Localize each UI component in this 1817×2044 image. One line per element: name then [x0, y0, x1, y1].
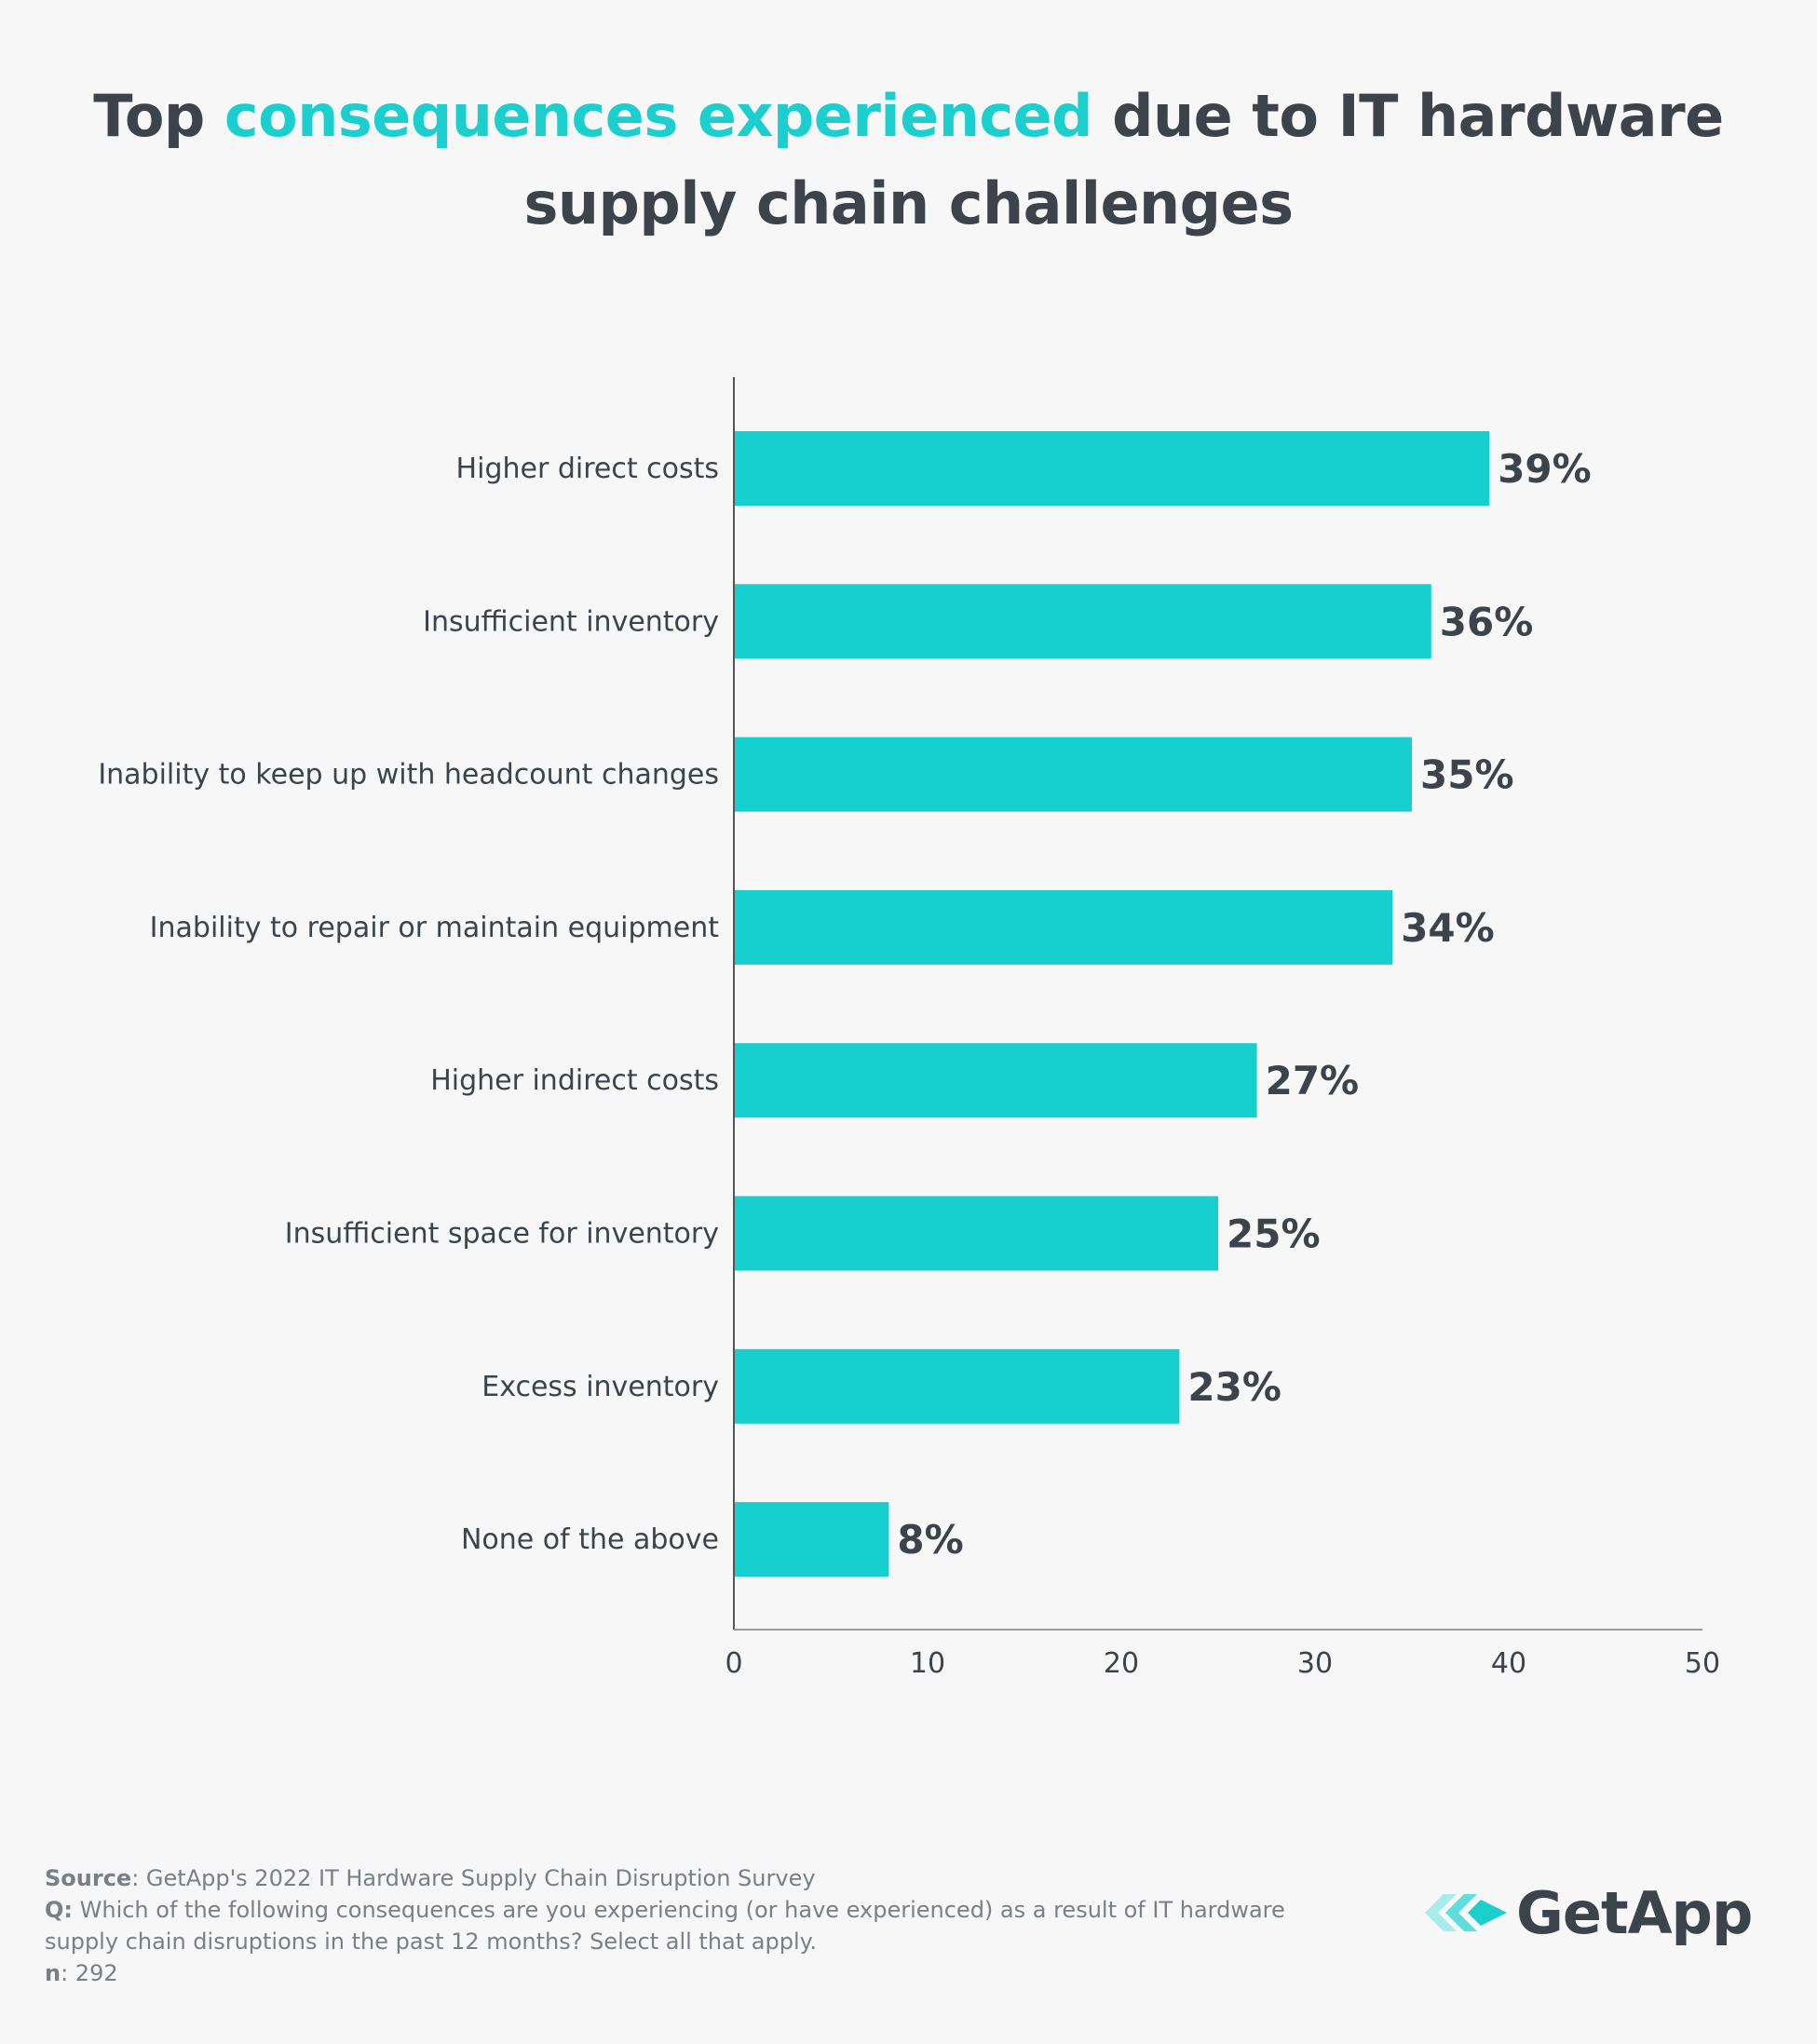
bar — [734, 1348, 1180, 1424]
value-label: 27% — [1266, 1058, 1360, 1103]
x-tick-label: 30 — [1297, 1647, 1333, 1680]
category-label: Inability to repair or maintain equipmen… — [150, 912, 720, 944]
bar — [734, 1502, 889, 1577]
x-tick-label: 0 — [725, 1647, 742, 1680]
logo-text: GetApp — [1516, 1878, 1753, 1947]
x-tick-label: 10 — [910, 1647, 945, 1680]
category-label: None of the above — [461, 1523, 719, 1556]
question-line: Q: Which of the following consequences a… — [45, 1897, 1285, 1923]
category-label: Insufficient inventory — [423, 605, 719, 638]
bar — [734, 889, 1393, 965]
bar — [734, 431, 1490, 506]
category-label: Higher indirect costs — [430, 1064, 719, 1097]
bar — [734, 584, 1431, 659]
sample-size: n: 292 — [45, 1960, 118, 1986]
getapp-chevrons-icon — [1425, 1894, 1507, 1931]
bar-chart: Higher direct costs 39% Insufficient inven… — [98, 377, 1720, 1680]
bar — [734, 1043, 1257, 1118]
value-label: 35% — [1420, 752, 1514, 798]
value-label: 23% — [1187, 1364, 1281, 1410]
bar — [734, 1196, 1218, 1271]
value-label: 25% — [1227, 1212, 1321, 1257]
category-label: Excess inventory — [481, 1371, 719, 1403]
title-highlight: consequences experienced — [224, 82, 1093, 150]
getapp-logo: GetApp — [1425, 1875, 1753, 1950]
value-label: 34% — [1401, 905, 1495, 951]
x-tick-label: 40 — [1491, 1647, 1526, 1680]
x-tick-label: 50 — [1685, 1647, 1720, 1680]
value-label: 8% — [897, 1517, 963, 1563]
chart-title: Top consequences experienced due to IT h… — [93, 82, 1724, 237]
chart-footer: Source: GetApp's 2022 IT Hardware Supply… — [45, 1862, 1349, 1989]
category-label: Inability to keep up with headcount chan… — [98, 759, 719, 792]
source-line: Source: GetApp's 2022 IT Hardware Supply… — [45, 1865, 816, 1891]
category-label: Insufficient space for inventory — [285, 1218, 719, 1251]
x-tick-label: 20 — [1104, 1647, 1139, 1680]
value-label: 36% — [1440, 599, 1534, 644]
category-label: Higher direct costs — [456, 453, 719, 485]
value-label: 39% — [1498, 446, 1592, 492]
question-line-2: supply chain disruptions in the past 12 … — [45, 1929, 818, 1955]
bar — [734, 737, 1412, 812]
